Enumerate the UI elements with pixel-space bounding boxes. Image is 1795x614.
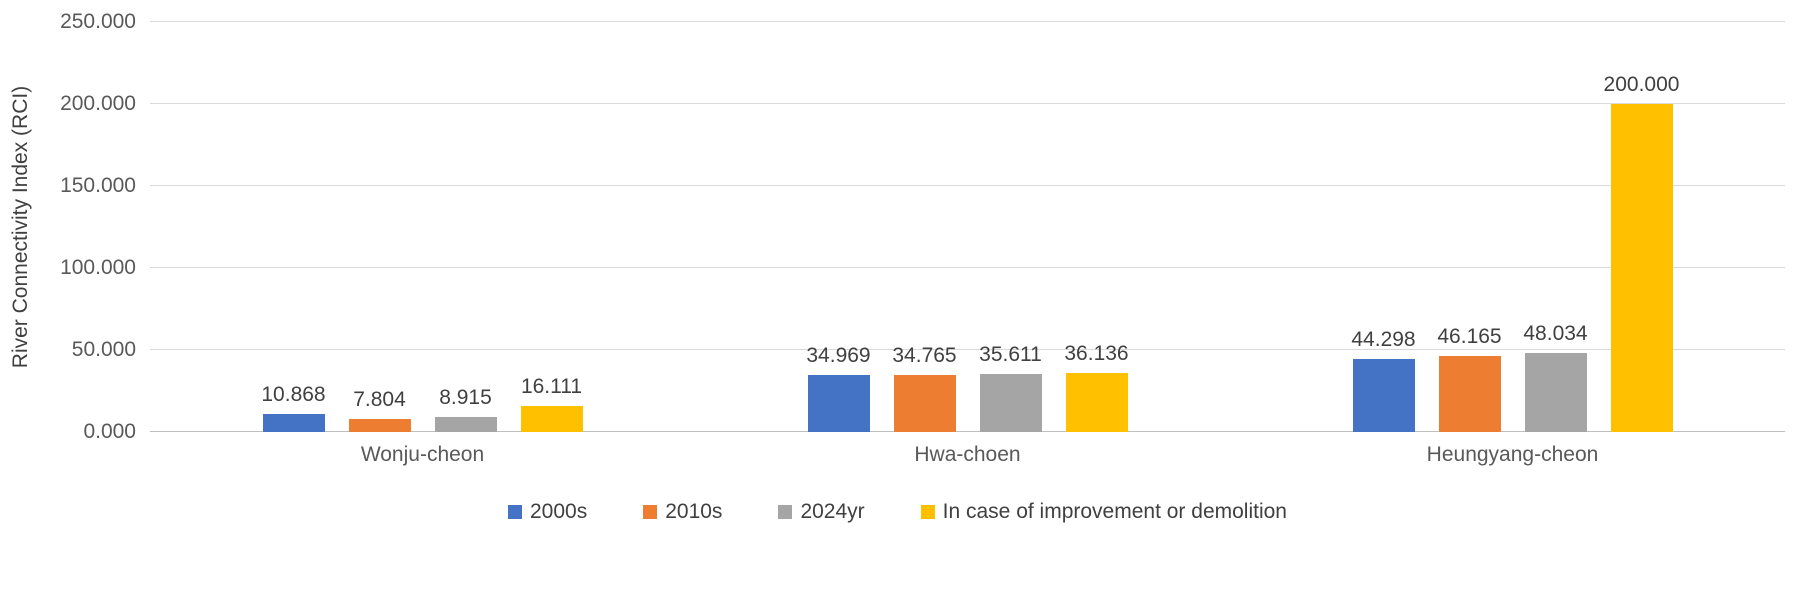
y-tick-label: 50.000	[71, 338, 136, 361]
bar: 46.165	[1437, 325, 1502, 432]
legend-item: In case of improvement or demolition	[920, 500, 1287, 524]
bar: 44.298	[1351, 328, 1416, 432]
bar-groups: 10.868 7.804 8.915 16.111 34.969 34.765 35.611…	[150, 22, 1785, 432]
bar-value-label: 7.804	[353, 388, 406, 412]
x-axis-category-label: Heungyang-cheon	[1426, 443, 1599, 466]
bar-value-label: 10.868	[261, 383, 326, 407]
gridline	[150, 185, 1785, 186]
bar: 36.136	[1064, 342, 1129, 432]
bar-value-label: 36.136	[1064, 341, 1129, 365]
x-axis-labels: Wonju-cheon Hwa-choen Heungyang-cheon	[150, 443, 1785, 467]
bar-value-label: 8.915	[439, 386, 492, 410]
legend-item: 2000s	[508, 500, 587, 524]
x-axis-category-label: Wonju-cheon	[360, 443, 485, 466]
bar-value-label: 44.298	[1351, 328, 1416, 352]
gridline	[150, 349, 1785, 350]
bar: 16.111	[520, 375, 583, 432]
legend-swatch	[643, 505, 658, 519]
y-tick-label: 200.000	[60, 92, 136, 115]
bar-group: 34.969 34.765 35.611 36.136	[695, 22, 1240, 432]
y-tick-label: 100.000	[60, 256, 136, 279]
y-tick-label: 0.000	[83, 420, 136, 443]
gridline	[150, 103, 1785, 104]
bar-group: 44.298 46.165 48.034 200.000	[1240, 22, 1785, 432]
legend: 2000s 2010s 2024yr In case of improvement o…	[0, 500, 1795, 524]
bar: 200.000	[1604, 73, 1679, 432]
legend-label: 2000s	[530, 500, 588, 523]
bar-value-label: 46.165	[1437, 325, 1502, 349]
legend-swatch	[920, 505, 935, 519]
bar-value-label: 48.034	[1523, 322, 1588, 346]
bar-value-label: 34.765	[892, 344, 957, 367]
bar: 48.034	[1523, 322, 1588, 432]
bar: 34.969	[806, 344, 871, 432]
y-tick-label: 150.000	[60, 174, 136, 197]
x-axis-category-label: Hwa-choen	[914, 443, 1021, 466]
bar: 34.765	[892, 344, 957, 432]
bar: 35.611	[979, 343, 1042, 432]
legend-item: 2024yr	[778, 500, 865, 524]
legend-label: In case of improvement or demolition	[942, 500, 1287, 523]
legend-swatch	[508, 505, 522, 519]
bar-value-label: 16.111	[520, 374, 583, 398]
y-axis-ticks: 0.000 50.000 100.000 150.000 200.000 250.000	[0, 10, 136, 443]
bar-value-label: 200.000	[1603, 73, 1680, 96]
bar: 10.868	[261, 383, 326, 432]
gridline	[150, 21, 1785, 22]
legend-item: 2010s	[643, 500, 722, 524]
gridline	[150, 267, 1785, 268]
gridline	[150, 431, 1785, 432]
legend-label: 2024yr	[800, 500, 865, 523]
legend-label: 2010s	[665, 500, 723, 523]
bar-value-label: 35.611	[979, 342, 1042, 366]
bar-value-label: 34.969	[806, 343, 871, 367]
legend-swatch	[778, 505, 793, 519]
bar: 8.915	[434, 386, 497, 432]
plot-area: 10.868 7.804 8.915 16.111 34.969 34.765 35.611…	[150, 21, 1785, 432]
y-tick-label: 250.000	[60, 10, 136, 33]
bar: 7.804	[348, 388, 411, 432]
bar-group: 10.868 7.804 8.915 16.111	[150, 22, 695, 432]
